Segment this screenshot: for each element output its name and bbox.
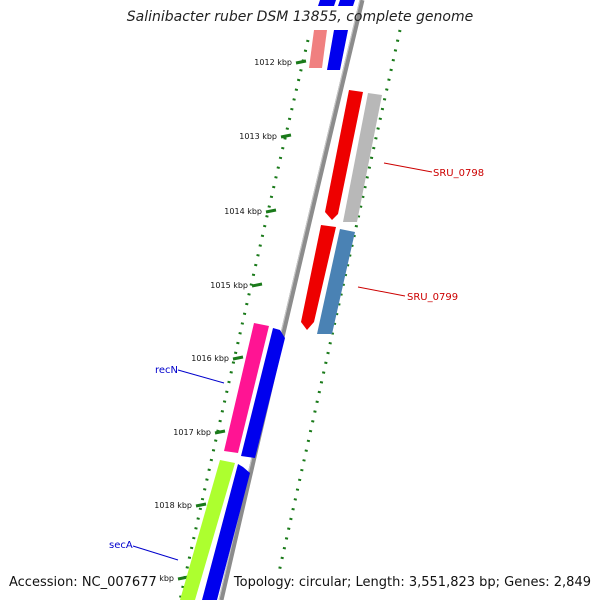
tick-label: 1012 kbp — [254, 58, 292, 67]
tick-mark — [295, 59, 307, 65]
map-title: Salinibacter ruber DSM 13855, complete g… — [126, 9, 474, 25]
gene-blue-top[interactable] — [327, 30, 348, 70]
connector-sru0799 — [357, 286, 406, 297]
gene-blue-secA[interactable] — [202, 464, 250, 600]
genome-backbone — [218, 0, 365, 600]
gene-red-sru0799[interactable] — [301, 225, 336, 330]
inner-tick-track — [178, 39, 310, 600]
tick-label: 1014 kbp — [224, 207, 262, 216]
accession-text: Accession: NC_007677 — [9, 575, 157, 590]
tick-mark — [177, 575, 189, 581]
gene-blue-recN[interactable] — [241, 328, 285, 458]
gene-gray-sru0798[interactable] — [343, 93, 382, 222]
label-sru0798[interactable]: SRU_0798 — [433, 168, 484, 179]
topology-text: Topology: circular; Length: 3,551,823 bp… — [233, 575, 591, 590]
label-sru0799[interactable]: SRU_0799 — [407, 292, 458, 303]
label-recN[interactable]: recN — [155, 365, 178, 376]
gene-blue-top3[interactable] — [338, 0, 355, 6]
tick-label: 1017 kbp — [173, 428, 211, 437]
gene-pink-recN[interactable] — [224, 323, 269, 453]
tick-mark — [214, 429, 226, 435]
tick-label: 1013 kbp — [239, 132, 277, 141]
connector-secA — [132, 545, 179, 561]
tick-label: 1015 kbp — [210, 281, 248, 290]
tick-label: 1018 kbp — [154, 501, 192, 510]
tick-mark — [195, 502, 207, 508]
gene-blue-top2[interactable] — [318, 0, 336, 6]
outer-tick-track — [273, 29, 402, 591]
gene-steelblue-sru0799[interactable] — [317, 229, 355, 334]
connector-sru0798 — [383, 162, 433, 173]
connector-recN — [177, 369, 225, 384]
gene-lime-secA[interactable] — [180, 460, 235, 600]
tick-mark — [251, 282, 263, 288]
tick-mark — [265, 208, 277, 214]
gene-red-sru0798[interactable] — [325, 90, 363, 220]
gene-salmon-top[interactable] — [309, 30, 327, 68]
label-secA[interactable]: secA — [109, 540, 133, 551]
tick-mark — [232, 355, 244, 361]
tick-mark — [280, 133, 292, 139]
tick-label: 1016 kbp — [191, 354, 229, 363]
